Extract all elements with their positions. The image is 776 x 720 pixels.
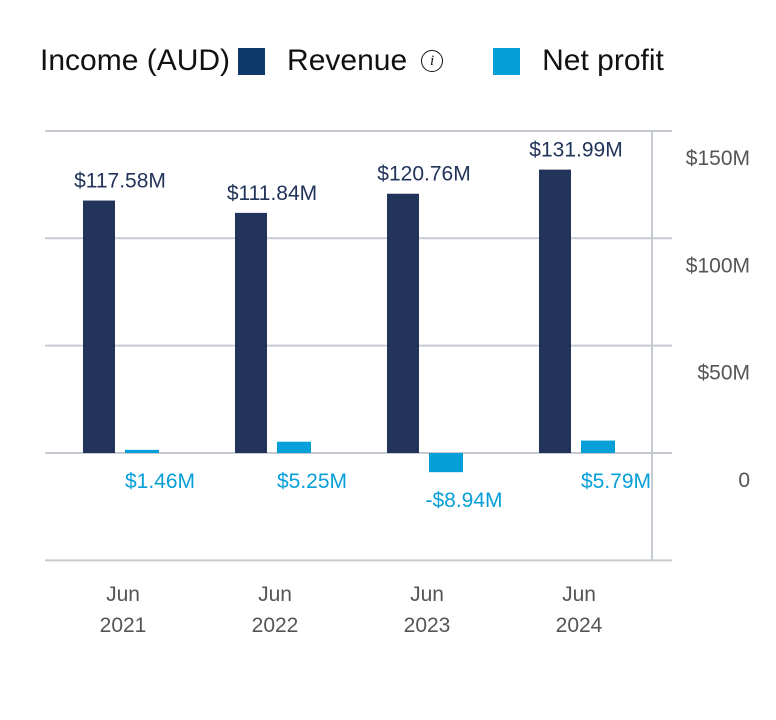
revenue-data-label: $120.76M: [377, 163, 470, 186]
revenue-bar: [387, 193, 419, 454]
chart-title: Income (AUD): [40, 44, 231, 77]
net-profit-data-label: $5.79M: [581, 470, 651, 493]
revenue-data-label: $117.58M: [74, 170, 166, 193]
net-profit-bar: [581, 440, 615, 453]
x-tick-label-year: 2024: [556, 614, 603, 637]
revenue-data-label: $131.99M: [529, 139, 622, 162]
net-profit-data-label: $5.25M: [277, 470, 347, 493]
net-profit-bar: [277, 441, 311, 453]
x-tick-label-year: 2022: [252, 614, 299, 637]
chart-legend: Income (AUD) Revenue i Net profit: [40, 44, 664, 78]
revenue-bar: [539, 169, 571, 453]
x-tick-label-year: 2021: [100, 614, 147, 637]
revenue-bar: [235, 212, 267, 453]
legend-net-profit-label: Net profit: [542, 44, 664, 77]
y-tick-label: $50M: [697, 362, 750, 385]
info-icon[interactable]: i: [421, 50, 444, 72]
net-profit-bar: [429, 453, 463, 473]
x-tick-label-year: 2023: [404, 614, 451, 637]
y-tick-label: $150M: [686, 147, 750, 170]
x-tick-label-month: Jun: [258, 583, 292, 606]
net-profit-swatch: [493, 47, 521, 75]
net-profit-bar: [125, 449, 159, 453]
revenue-swatch: [238, 47, 266, 75]
net-profit-data-label: -$8.94M: [425, 489, 502, 512]
x-tick-label-month: Jun: [410, 583, 444, 606]
x-tick-label-month: Jun: [562, 583, 596, 606]
y-tick-label: $100M: [686, 254, 750, 277]
x-tick-label-month: Jun: [106, 583, 140, 606]
revenue-bar: [83, 200, 115, 453]
net-profit-data-label: $1.46M: [125, 470, 195, 493]
legend-revenue-label: Revenue: [287, 44, 408, 77]
y-tick-label: 0: [738, 469, 750, 492]
revenue-data-label: $111.84M: [227, 182, 317, 205]
